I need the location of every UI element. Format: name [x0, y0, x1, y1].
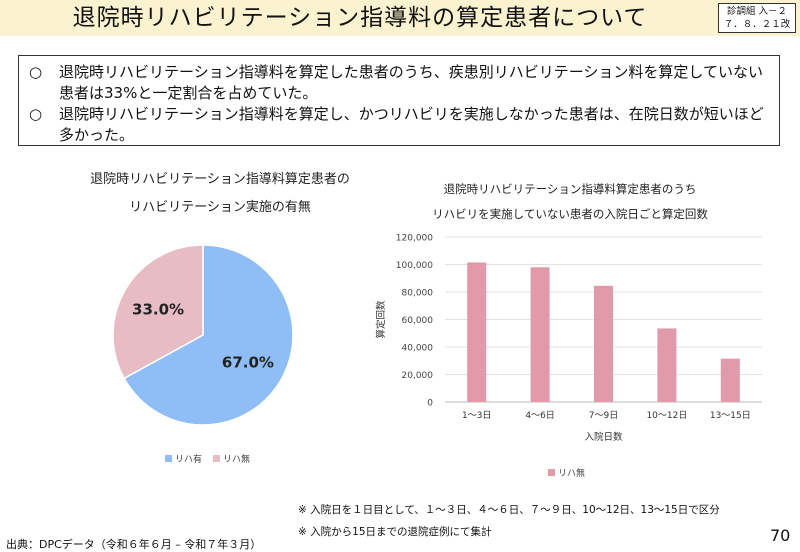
footnote-2: ※ 入院から15日までの退院症例にて集計: [298, 526, 492, 538]
bullet-circle: ○: [29, 105, 43, 123]
page-title: 退院時リハビリテーション指導料の算定患者について: [72, 5, 648, 31]
header-bar: [0, 0, 800, 36]
legend-swatch: [213, 455, 220, 462]
pie-data-label: 33.0%: [132, 300, 184, 318]
x-tick-label: 10～12日: [646, 410, 687, 421]
bar-1: [467, 262, 487, 402]
legend-label: リハ無: [223, 453, 250, 465]
page-number: 70: [770, 526, 791, 545]
footnote-1: ※ 入院日を１日目として、１～３日、４～６日、７～９日、10～12日、13～15…: [298, 504, 720, 516]
bar-5: [720, 358, 740, 402]
source-citation: 出典：DPCデータ（令和６年６月 – 令和７年３月）: [6, 538, 262, 551]
badge-line-2: ７．８．２１改: [723, 19, 791, 30]
pie-slice-without-rehab: [112, 244, 204, 380]
pie-data-label: 67.0%: [222, 354, 274, 372]
y-tick-label: 120,000: [396, 234, 433, 244]
y-axis-title: 算定回数: [375, 300, 387, 339]
y-tick-label: 40,000: [402, 344, 434, 354]
summary-point-2-text: 退院時リハビリテーション指導料を算定し、かつリハビリを実施しなかった患者は、在院…: [59, 105, 764, 144]
bullet-circle: ○: [29, 63, 43, 81]
legend-swatch: [548, 469, 555, 476]
y-tick-label: 80,000: [402, 289, 434, 299]
pie-chart: 67.0% 33.0% リハ有 リハ無: [112, 244, 294, 465]
y-tick-label: 20,000: [402, 371, 434, 381]
x-tick-label: 13～15日: [710, 410, 751, 421]
x-tick-label: 1～3日: [462, 410, 491, 421]
x-tick-label: 4～6日: [525, 410, 554, 421]
legend-swatch: [165, 455, 172, 462]
pie-slice-with-rehab: [123, 244, 294, 426]
bar-2: [530, 267, 550, 402]
bar-title-line-2: リハビリを実施していない患者の入院日ごと算定回数: [432, 207, 708, 221]
bar-4: [657, 328, 677, 402]
x-tick-label: 7～9日: [589, 410, 618, 421]
badge-line-1: 診調組 入－２: [726, 6, 788, 17]
summary-point-1-text: 退院時リハビリテーション指導料を算定した患者のうち、疾患別リハビリテーション料を…: [59, 63, 763, 102]
document-badge: 診調組 入－２ ７．８．２１改: [718, 3, 796, 33]
y-tick-label: 100,000: [396, 261, 433, 271]
pie-title-line-1: 退院時リハビリテーション指導料算定患者の: [90, 172, 350, 187]
legend-label: リハ有: [175, 453, 202, 465]
bar-chart: 0 20,000 40,000 60,000 80,000 100,000 120,000 1…: [375, 234, 762, 479]
summary-box: ○ 退院時リハビリテーション指導料を算定した患者のうち、疾患別リハビリテーション…: [18, 55, 780, 146]
bar-title-line-1: 退院時リハビリテーション指導料算定患者のうち: [443, 182, 697, 196]
legend-label: リハ無: [558, 467, 585, 479]
summary-point-2: ○ 退院時リハビリテーション指導料を算定し、かつリハビリを実施しなかった患者は、…: [29, 104, 769, 146]
summary-point-1: ○ 退院時リハビリテーション指導料を算定した患者のうち、疾患別リハビリテーション…: [29, 62, 769, 104]
pie-title-line-2: リハビリテーション実施の有無: [129, 200, 311, 215]
y-tick-label: 60,000: [402, 316, 434, 326]
y-tick-label: 0: [427, 399, 433, 409]
x-axis-title: 入院日数: [584, 431, 623, 443]
bar-3: [593, 285, 614, 402]
